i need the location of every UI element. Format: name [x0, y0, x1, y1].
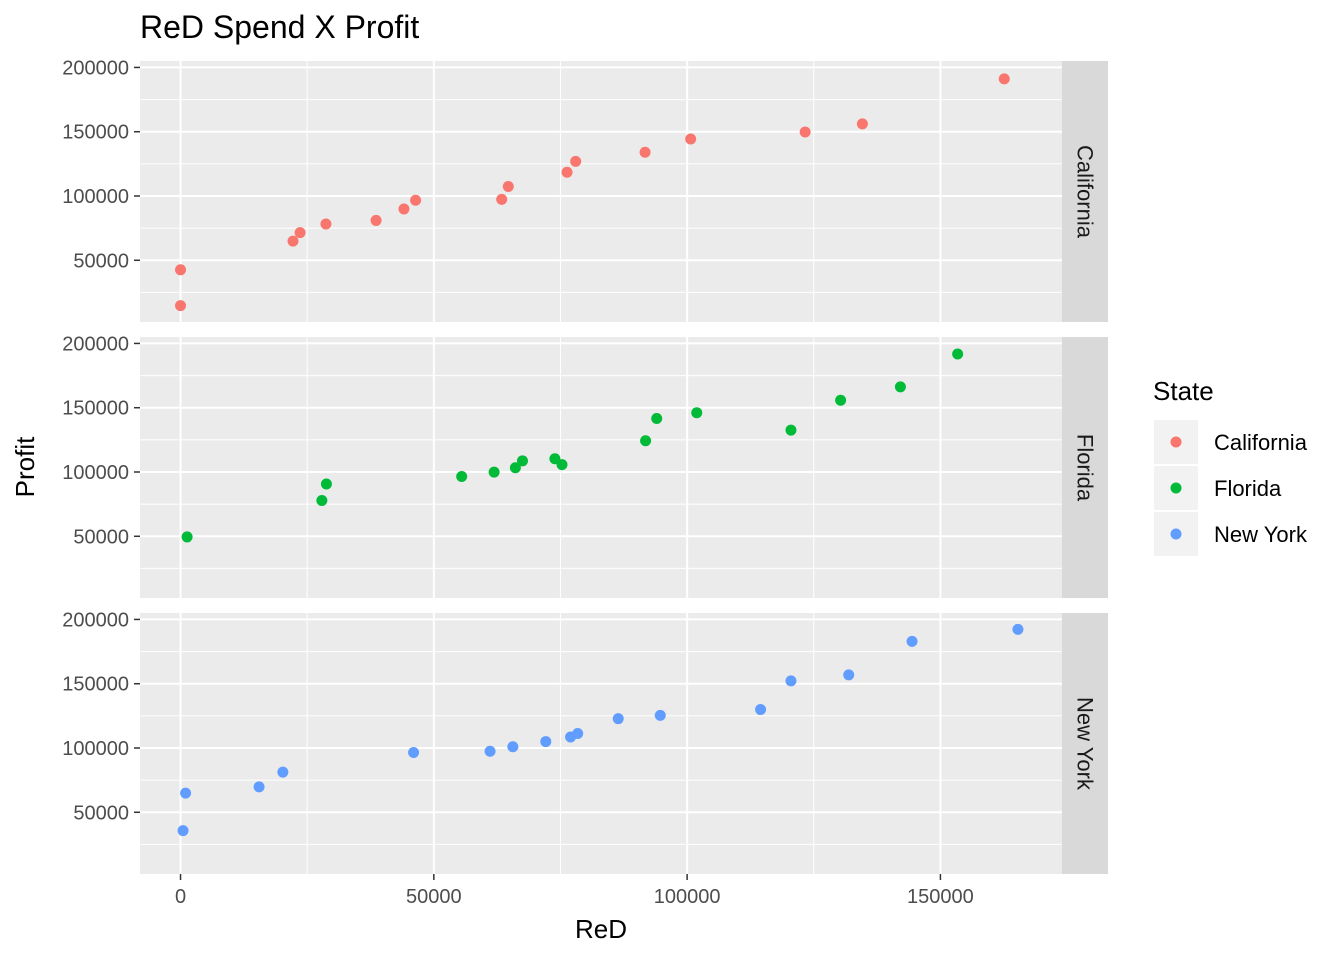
data-point-new-york — [906, 635, 918, 647]
y-tick-label: 100000 — [62, 186, 129, 208]
y-tick-label: 100000 — [62, 462, 129, 484]
data-point-florida — [952, 348, 964, 360]
data-point-florida — [509, 462, 521, 474]
data-point-new-york — [484, 745, 496, 757]
data-point-california — [561, 166, 573, 178]
facet-panel-new-york: 50000 100000 150000 200000 New York — [62, 609, 1108, 874]
x-tick-label: 50000 — [406, 886, 462, 908]
legend: State California Florida New York — [1153, 376, 1308, 556]
y-tick-label: 200000 — [62, 333, 129, 355]
data-point-florida — [556, 459, 568, 471]
data-point-new-york — [180, 787, 192, 799]
data-point-california — [294, 227, 306, 239]
data-point-florida — [785, 424, 797, 436]
strip-background — [1062, 61, 1108, 322]
data-point-california — [496, 193, 508, 205]
data-point-california — [639, 146, 651, 158]
data-point-california — [998, 73, 1010, 85]
panel-background — [140, 337, 1062, 598]
y-tick-label: 150000 — [62, 674, 129, 696]
data-point-california — [175, 264, 187, 276]
data-point-new-york — [612, 713, 624, 725]
legend-marker-california — [1170, 436, 1182, 448]
data-point-new-york — [1012, 623, 1024, 635]
data-point-new-york — [843, 669, 855, 681]
legend-label-florida: Florida — [1214, 476, 1282, 501]
data-point-florida — [456, 471, 468, 482]
data-point-california — [287, 235, 299, 247]
x-tick-label: 0 — [175, 886, 186, 908]
panel-background — [140, 613, 1062, 874]
data-point-california — [320, 218, 332, 230]
data-point-california — [856, 118, 868, 130]
facet-panel-florida: 50000 100000 150000 200000 Florida — [62, 333, 1108, 598]
data-point-florida — [316, 495, 328, 507]
data-point-new-york — [253, 781, 265, 793]
facet-panel-california: 50000 100000 150000 200000 California — [62, 57, 1108, 322]
y-tick-label: 50000 — [73, 250, 129, 272]
legend-title: State — [1153, 376, 1214, 406]
data-point-california — [570, 155, 582, 167]
data-point-new-york — [507, 741, 519, 753]
data-point-florida — [835, 394, 847, 406]
strip-background — [1062, 613, 1108, 874]
facet-strip-label: California — [1073, 145, 1098, 239]
strip-background — [1062, 337, 1108, 598]
legend-marker-florida — [1170, 482, 1182, 494]
data-point-california — [799, 126, 811, 138]
y-tick-label: 100000 — [62, 738, 129, 760]
facet-panels: 50000 100000 150000 200000 California 50000 10… — [62, 57, 1108, 874]
data-point-florida — [516, 455, 528, 467]
data-point-california — [398, 203, 410, 215]
data-point-california — [685, 133, 697, 145]
data-point-california — [175, 300, 187, 312]
x-tick-label: 100000 — [654, 886, 721, 908]
data-point-florida — [181, 531, 193, 543]
data-point-florida — [320, 478, 332, 490]
data-point-california — [502, 180, 514, 192]
data-point-new-york — [408, 747, 420, 758]
data-point-new-york — [654, 709, 666, 721]
data-point-new-york — [755, 704, 767, 716]
data-point-california — [370, 214, 382, 226]
y-axis-title: Profit — [10, 436, 40, 497]
facet-strip-label: Florida — [1073, 434, 1098, 502]
data-point-florida — [894, 381, 906, 393]
y-tick-label: 150000 — [62, 122, 129, 144]
data-point-florida — [640, 435, 652, 447]
y-tick-label: 150000 — [62, 398, 129, 420]
data-point-new-york — [572, 727, 584, 739]
data-point-florida — [691, 407, 703, 419]
y-tick-label: 200000 — [62, 57, 129, 79]
facet-strip-label: New York — [1073, 697, 1098, 791]
y-tick-label: 200000 — [62, 609, 129, 631]
legend-label-california: California — [1214, 430, 1308, 455]
data-point-new-york — [540, 736, 552, 748]
y-tick-label: 50000 — [73, 802, 129, 824]
x-tick-label: 150000 — [907, 886, 974, 908]
data-point-california — [410, 194, 422, 206]
data-point-new-york — [277, 766, 289, 778]
data-point-florida — [651, 413, 663, 425]
y-tick-label: 50000 — [73, 526, 129, 548]
x-axis: 0 50000 100000 150000 — [175, 874, 974, 908]
data-point-new-york — [177, 825, 189, 837]
data-point-florida — [488, 466, 500, 478]
legend-marker-new-york — [1170, 528, 1182, 540]
x-axis-title: ReD — [575, 914, 627, 944]
chart-title: ReD Spend X Profit — [140, 9, 419, 45]
data-point-new-york — [785, 675, 797, 687]
legend-label-new-york: New York — [1214, 522, 1308, 547]
panel-background — [140, 61, 1062, 322]
